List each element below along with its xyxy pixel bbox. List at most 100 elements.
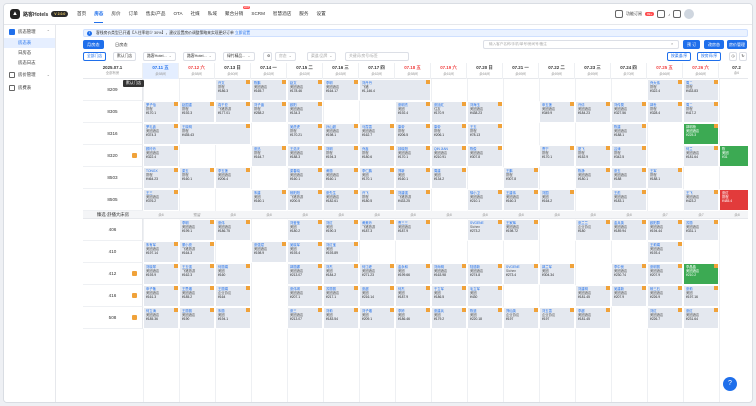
booking-block[interactable]: 刘杰 美团 ¥184.2 xyxy=(323,263,359,285)
date-column-header[interactable]: 07.13 日余60间 xyxy=(215,63,251,79)
booking-block[interactable]: 郭丽娜 美团酒店 ¥213.07 xyxy=(287,263,323,285)
booking-block[interactable]: 王玉强 飞猪旅游 ¥162.3 xyxy=(179,263,215,285)
booking-block[interactable]: 王晓明 携程 ¥435.43 xyxy=(179,123,251,145)
booking-block[interactable]: 董小亮 飞猪旅游 ¥164.3 xyxy=(179,241,215,263)
booking-block[interactable]: 刘传昊 美团酒店 ¥327.56 xyxy=(611,101,647,123)
booking-block[interactable]: 王丽丽 美团酒店 ¥190 xyxy=(179,307,215,329)
sidebar-group-fee[interactable]: 房费表 xyxy=(4,81,55,94)
booking-block[interactable]: 吕涛 携程 ¥342.5 xyxy=(611,145,647,167)
date-column-header[interactable]: 07.26 六余66间 xyxy=(683,63,719,79)
booking-block[interactable]: 王建伟 美团酒店 ¥160.3 xyxy=(503,189,539,211)
booking-block[interactable]: 王鹏 携程 ¥307.8 xyxy=(503,167,539,189)
booking-block[interactable]: 郭明杨 美团酒店 ¥225.3 xyxy=(683,123,719,145)
booking-block[interactable]: 马霞霞 美团酒店 ¥162.7 xyxy=(359,123,395,145)
date-column-header[interactable]: 07.19 六余61间 xyxy=(431,63,467,79)
sort-room-button[interactable]: 按房间/序 xyxy=(697,52,722,61)
booking-block[interactable]: 杨阳阳 飞猪旅游 ¥200.5 xyxy=(287,189,323,211)
booking-block[interactable]: 刘丹丹 飞猪 ¥1,146.4 xyxy=(359,79,431,101)
booking-block[interactable]: 刘莉 美团 ¥183.54 xyxy=(323,307,359,329)
room-cell[interactable]: 8209 xyxy=(83,79,143,101)
nav-item[interactable]: 售卖/产品 xyxy=(145,11,166,16)
booking-block[interactable]: 陈道 美团 ¥220.18 xyxy=(467,307,503,329)
booking-block[interactable]: 郑仙英 企业协议 ¥197 xyxy=(503,307,539,329)
date-column-header[interactable]: 07.14 一余62间 xyxy=(251,63,287,79)
booking-block[interactable]: 李中良 美团酒店 ¥230.74 xyxy=(611,263,647,285)
booking-block[interactable]: 刘海玉 美团酒店 ¥438.23 xyxy=(467,101,503,123)
booking-block[interactable]: 刘建强 飞猪旅游 ¥433.25 xyxy=(395,189,431,211)
date-column-header[interactable]: 07.24 四余70间 xyxy=(611,63,647,79)
grid-icon[interactable] xyxy=(615,10,623,18)
keyword-input[interactable]: 关键词/房号/标签 xyxy=(345,52,409,61)
booking-block[interactable]: 罗礼鑫 美团酒店 ¥374.3 xyxy=(143,123,179,145)
search-icon[interactable]: ⌕ xyxy=(671,41,674,46)
booking-block[interactable]: 何立涛 美团酒店 ¥185.36 xyxy=(143,307,179,329)
booking-block[interactable]: 刘玉霞 企业协议 ¥197 xyxy=(539,307,575,329)
booking-block[interactable]: 杨三石 美团酒店 ¥226.9 xyxy=(647,285,683,307)
booking-block[interactable]: 申子敬 美团酒店 ¥161.3 xyxy=(143,285,179,307)
booking-block[interactable]: 李明 美团酒店 ¥199.1 xyxy=(179,219,215,241)
booking-block[interactable]: 徐小卫 美团酒店 ¥210.1 xyxy=(467,189,503,211)
nav-item[interactable]: OTA xyxy=(173,11,183,16)
booking-block[interactable]: 王飞 美团酒店 ¥423.2 xyxy=(683,189,719,211)
booking-block[interactable]: 金永和 美团 ¥199.66 xyxy=(395,263,431,285)
sort-date-button[interactable]: 按渠道/序 xyxy=(667,52,692,61)
room-checkbox[interactable] xyxy=(132,153,137,158)
date-column-header[interactable]: 07.21 一余69间 xyxy=(503,63,539,79)
booking-block[interactable]: 陈美团 ¥31 xyxy=(719,145,748,167)
booking-block[interactable]: 陆德新 美团酒店 ¥274.8 xyxy=(467,263,503,285)
booking-block[interactable]: 郭世 携程 ¥328.4 xyxy=(647,101,683,123)
store-filter-3[interactable]: 绿竹精品... ⌄ xyxy=(223,52,255,61)
booking-block[interactable]: 张明丽 美团酒店 ¥207.9 xyxy=(647,263,683,285)
booking-block[interactable]: 康帝 携程 ¥206.5 xyxy=(395,123,431,145)
booking-block[interactable]: 赵文 美团酒店 ¥178.46 xyxy=(287,79,323,101)
booking-block[interactable]: 乔鑫 携程 ¥180.6 xyxy=(359,145,395,167)
booking-block[interactable]: 刘明 携程 ¥194.3 xyxy=(323,145,359,167)
date-column-header[interactable]: 07.17 四余62间 xyxy=(359,63,395,79)
booking-block[interactable]: 李明 美团酒店 ¥164.17 xyxy=(323,79,359,101)
app-logo[interactable]: ▲ 路客Hotels V 2.0.0 xyxy=(10,9,69,19)
booking-block[interactable]: 张兰兰 企业协议 ¥180 xyxy=(575,219,611,241)
booking-block[interactable]: 郑新 美团 ¥160.1 xyxy=(395,167,431,189)
room-manage-button[interactable]: 房价管理 xyxy=(727,40,747,49)
booking-block[interactable]: 王丽娟 企业协议 ¥164 xyxy=(215,285,251,307)
date-column-header[interactable]: 07.18 五余58间 xyxy=(395,63,431,79)
date-column-header[interactable]: 07.25 五余66间 xyxy=(647,63,683,79)
booking-block[interactable]: 朱丽 美团 ¥194.1 xyxy=(215,307,251,329)
booking-block[interactable]: 刘莹莹 美团 ¥180.2 xyxy=(287,219,323,241)
nav-item[interactable]: 智慧酒店 xyxy=(272,11,292,16)
booking-block[interactable]: 张强斌 美团酒店 ¥198.9 xyxy=(251,241,287,263)
booking-block[interactable]: 张红 携程 ¥485.4 xyxy=(719,189,748,211)
function-subscribe-link[interactable]: 功能订阅 xyxy=(626,11,642,16)
search-input[interactable]: 输入客户名称/手机/单号/房间号/备注 xyxy=(483,40,679,49)
booking-block[interactable]: 张红 美团酒店 ¥231.64 xyxy=(683,307,719,329)
booking-block[interactable]: 刘红 美团 ¥190.3 xyxy=(323,219,359,241)
booking-block[interactable]: 刘建明 美团酒店 ¥181.45 xyxy=(575,285,611,307)
date-column-header[interactable]: 07.12 六余58间 xyxy=(179,63,215,79)
booking-block[interactable]: 黄丽 美团酒店 ¥160.1 xyxy=(323,167,359,189)
booking-block[interactable]: 张超 美团 ¥216.14 xyxy=(359,285,395,307)
date-column-header[interactable]: 07.15 二余62间 xyxy=(287,63,323,79)
booking-block[interactable]: 刘红宝 美团 ¥193.89 xyxy=(323,241,359,263)
avatar[interactable] xyxy=(684,9,695,19)
booking-block[interactable]: 王家辉 美团酒店 ¥198.72 xyxy=(503,219,539,241)
booking-block[interactable]: 罗子怡 携程 ¥170.1 xyxy=(143,101,179,123)
booking-block[interactable]: 郭兰军 美团 ¥304.34 xyxy=(539,263,575,285)
booking-block[interactable]: SVGENE Sichen ¥273.2 xyxy=(467,219,503,241)
booking-block[interactable]: 张旭红 住友 ¥170.9 xyxy=(431,101,467,123)
room-cell[interactable]: 8505 xyxy=(83,189,143,211)
tab-day-status[interactable]: 日房态 xyxy=(115,42,128,47)
booking-block[interactable]: 许飞 携程 ¥180.5 xyxy=(359,189,395,211)
booking-block[interactable]: 梁玉 携程 ¥160.1 xyxy=(179,167,215,189)
store-filter-2[interactable]: 路客Hotel... ⌄ xyxy=(183,52,216,61)
booking-block[interactable]: 王三 美团酒店 ¥376.2 xyxy=(143,189,179,211)
nav-item[interactable]: 首页 xyxy=(77,11,87,16)
book-button[interactable]: 预 订 xyxy=(683,40,701,49)
clock-icon[interactable]: ◷ xyxy=(729,52,737,61)
help-icon[interactable] xyxy=(673,10,682,18)
nav-item[interactable]: 社媒 xyxy=(190,11,200,16)
date-column-header[interactable]: 07.16 三余63间 xyxy=(323,63,359,79)
booking-block[interactable]: 刘尚明 美团酒店 ¥163.98 xyxy=(431,263,467,285)
booking-block[interactable]: 张建兵 美团 ¥179.2 xyxy=(431,307,467,329)
tab-month-status[interactable]: 月房态 xyxy=(83,40,104,49)
booking-block[interactable]: 朱建 美团 ¥160.1 xyxy=(251,189,287,211)
